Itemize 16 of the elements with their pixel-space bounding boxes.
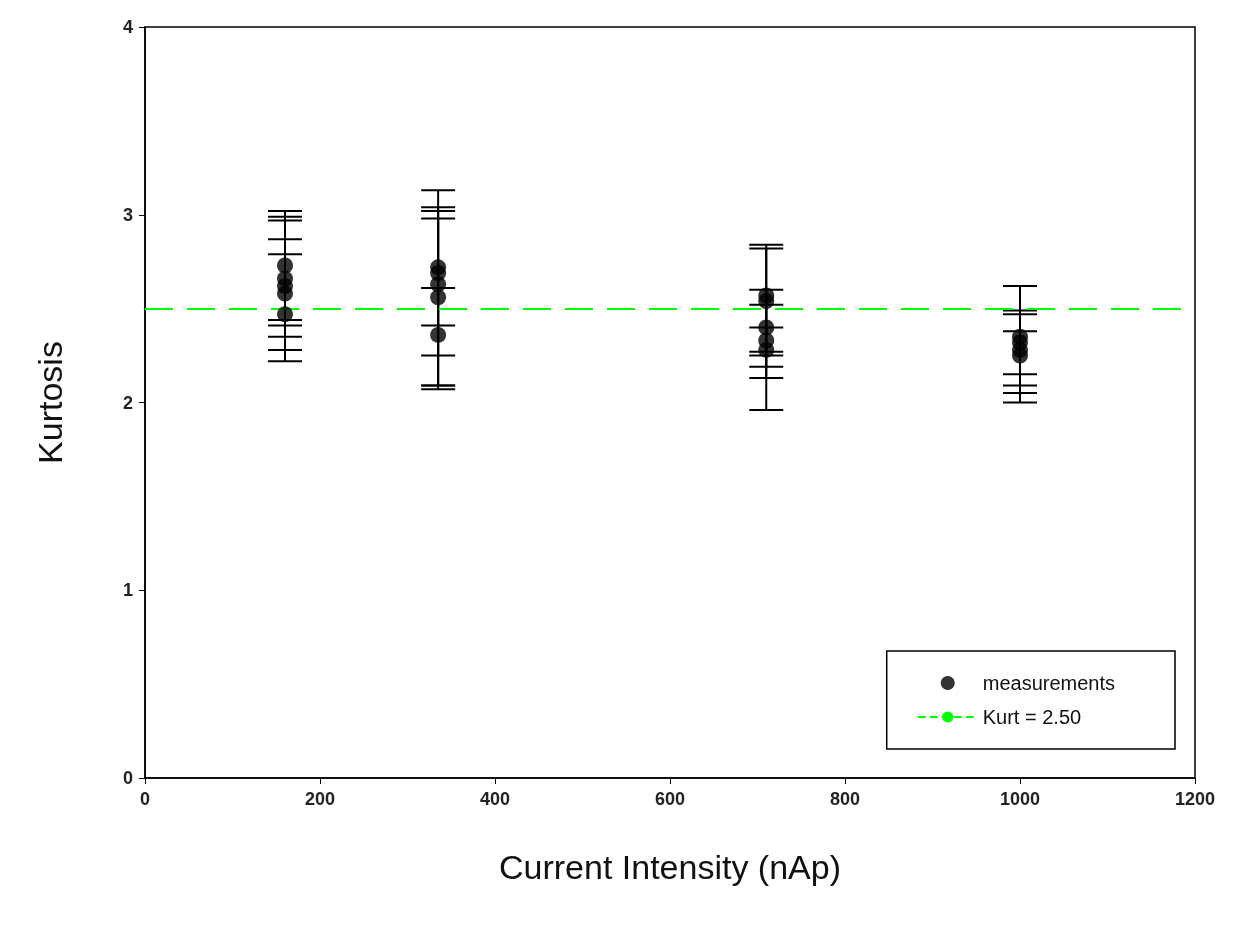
- y-tick-label: 0: [122, 768, 133, 788]
- x-tick-label: 1200: [1174, 789, 1216, 809]
- legend-label: Kurt = 2.50: [982, 706, 1082, 728]
- legend-label: measurements: [982, 672, 1116, 694]
- y-tick-label: 3: [122, 204, 133, 225]
- x-tick-label: 400: [479, 789, 511, 809]
- y-tick-label: 1: [122, 580, 133, 601]
- y-tick-label: 2: [122, 392, 133, 413]
- x-tick-label: 200: [304, 789, 336, 809]
- y-axis-title: Kurtosis: [31, 341, 69, 464]
- x-tick-label: 0: [139, 789, 151, 809]
- x-tick-label: 800: [829, 789, 861, 809]
- x-tick-label: 600: [654, 789, 686, 809]
- y-tick-label: 4: [122, 17, 133, 37]
- x-tick-label: 1000: [999, 789, 1041, 809]
- x-axis-title: Current Intensity (nAp): [498, 848, 842, 886]
